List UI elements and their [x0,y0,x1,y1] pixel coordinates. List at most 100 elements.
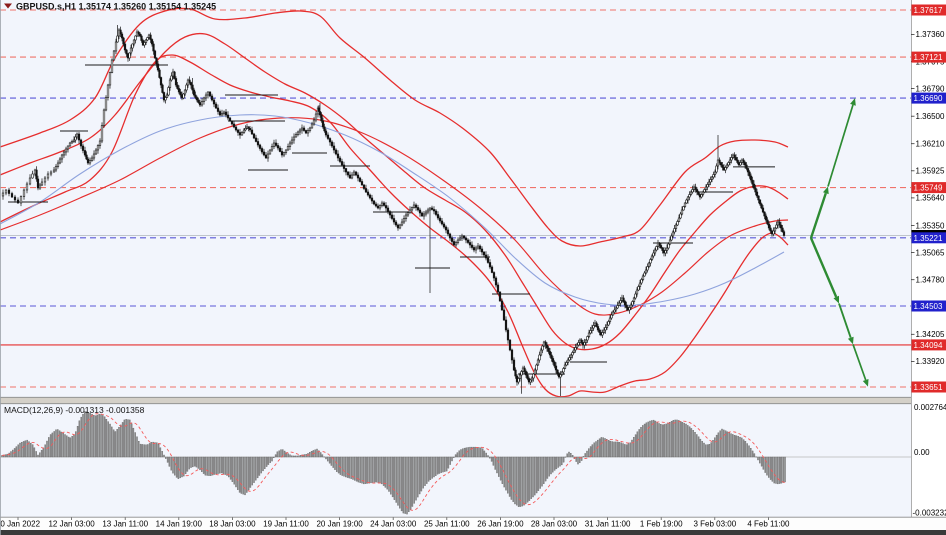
candle-body [83,150,87,156]
macd-bar [435,456,437,476]
candle-body [104,97,108,111]
macd-bar [706,444,709,458]
macd-bar [507,456,509,494]
macd-bar [732,434,734,458]
candle-body [458,237,462,241]
macd-bar [582,456,585,458]
macd-bar [595,441,597,458]
candle-body [647,262,651,267]
candle-body [472,247,476,251]
macd-bar [726,431,729,458]
macd-bar [249,456,252,488]
macd-bar [735,435,738,458]
candle-body [306,130,310,134]
candle-body [767,223,771,229]
trend-projection-arrow[interactable] [809,237,838,298]
macd-bar [172,456,174,474]
macd-bar [226,456,228,476]
price-level-badge[interactable] [911,51,946,63]
trend-projection-arrow[interactable] [852,344,867,381]
macd-bar [42,447,45,458]
price-badge-label: 1.37121 [914,53,943,62]
macd-bar [523,456,525,506]
macd-bar [678,420,680,458]
price-level-badge[interactable] [911,4,946,16]
candle-body [174,78,178,86]
candle-body [304,130,308,134]
price-level-badge[interactable] [911,232,946,244]
candle-body [191,84,194,91]
symbol-dropdown-icon[interactable] [4,3,12,9]
candle-body [394,221,398,226]
candle-body [321,120,325,128]
macd-bar [274,454,277,458]
macd-bar [354,456,356,481]
time-tick-label: 14 Jan 19:00 [156,520,203,529]
macd-bar [355,456,358,482]
macd-bar [597,439,599,458]
candle-body [550,354,553,359]
candle-body [602,329,606,333]
price-scale[interactable] [911,0,946,517]
trend-projection-arrow[interactable] [809,192,827,239]
price-level-badge[interactable] [911,339,946,351]
candle-body [580,339,583,343]
macd-bar [310,451,313,458]
macd-bar [368,456,370,484]
macd-bar [271,456,273,462]
macd-bar [388,456,390,492]
price-level-badge[interactable] [911,300,946,312]
candle-body [276,145,280,149]
macd-bar [424,456,426,486]
candle-body [28,177,32,185]
candle-body [641,275,645,280]
macd-bar [35,451,37,458]
time-tick-label: 28 Jan 03:00 [531,520,578,529]
candle-body [134,35,137,41]
candle-body [75,133,79,138]
macd-bar [456,452,459,458]
candle-body [772,230,775,235]
candle-body [631,301,634,306]
macd-bar [690,428,693,458]
candle-body [264,154,268,159]
macd-bar [294,455,297,458]
trend-projection-arrow[interactable] [838,303,852,339]
macd-bar [625,444,628,458]
macd-bar [357,456,360,483]
candle-body [604,327,607,331]
macd-bar [499,456,502,481]
macd-bar [255,456,257,481]
macd-bar [622,443,624,458]
chart-ohlc-title: GBPUSD.s,H1 1.35174 1.35260 1.35154 1.35… [16,2,216,12]
macd-bar [741,437,743,458]
bollinger-upper-line [0,7,789,247]
candle-body [400,221,404,226]
macd-bar [220,456,223,474]
macd-bar [391,456,394,498]
price-level-badge[interactable] [911,182,946,194]
macd-bar [561,456,563,466]
macd-bar [415,456,417,501]
candle-body [54,166,58,171]
time-scale[interactable] [0,517,946,530]
macd-bar [217,456,219,474]
price-level-badge[interactable] [911,381,946,393]
price-badge-label: 1.33651 [914,383,943,392]
candle-body [703,189,706,193]
candle-body [378,205,382,209]
candle-body [13,196,17,201]
macd-bar [546,456,549,479]
candle-body [538,354,541,361]
candle-body [562,368,565,373]
macd-bar [195,456,198,468]
macd-bar [570,453,572,458]
pane-separator[interactable] [0,397,946,404]
trend-projection-arrow[interactable] [827,104,854,187]
candle-body [176,84,179,89]
macd-bar [157,444,160,458]
price-level-badge[interactable] [911,92,946,104]
candle-body [162,92,166,101]
price-pane-background[interactable] [0,0,911,397]
